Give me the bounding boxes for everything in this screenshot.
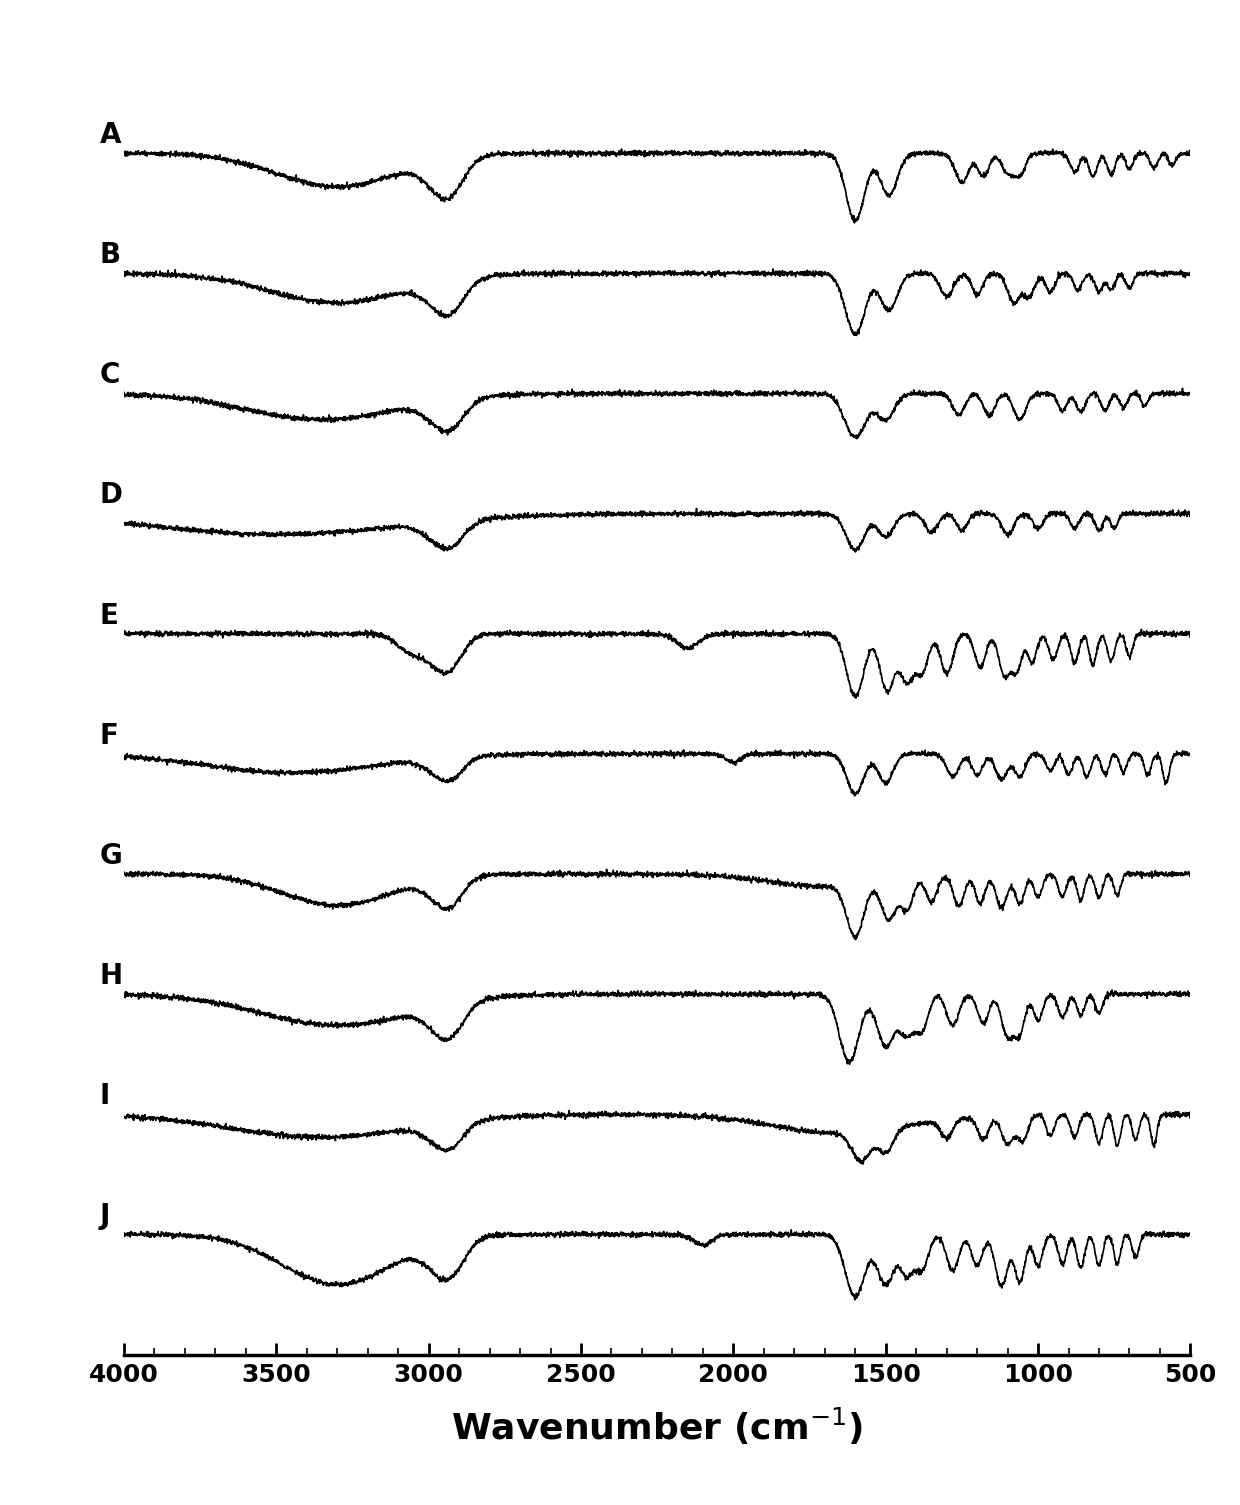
Text: B: B: [99, 241, 120, 269]
Text: G: G: [99, 841, 123, 870]
Text: J: J: [99, 1202, 110, 1230]
Text: H: H: [99, 962, 123, 990]
Text: A: A: [99, 120, 122, 149]
Text: E: E: [99, 602, 119, 629]
Text: D: D: [99, 482, 123, 510]
Text: F: F: [99, 722, 119, 749]
Text: C: C: [99, 361, 120, 390]
X-axis label: Wavenumber (cm$^{-1}$): Wavenumber (cm$^{-1}$): [451, 1406, 863, 1448]
Text: I: I: [99, 1082, 110, 1111]
